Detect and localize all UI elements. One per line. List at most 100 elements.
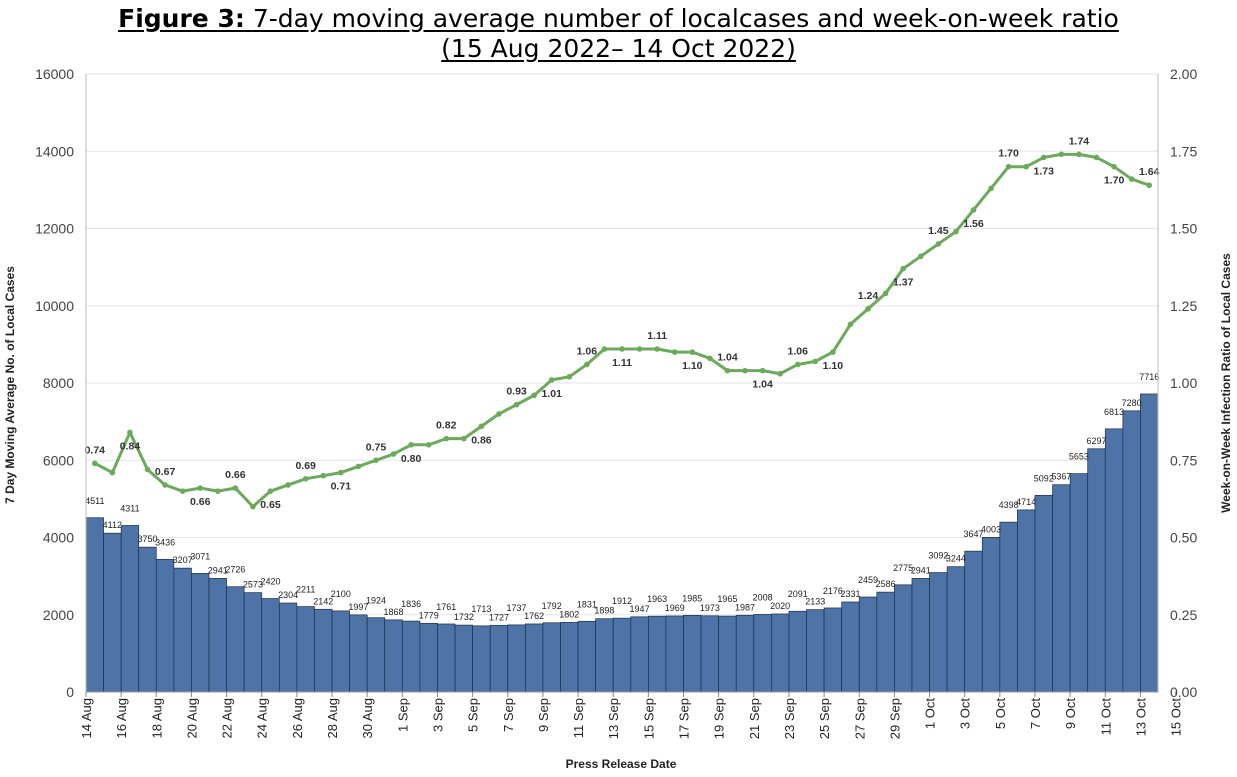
ratio-data-label: 0.93 [506,386,527,398]
x-tick-label: 15 Oct [1169,698,1184,737]
bar [454,624,473,693]
ratio-point [566,374,573,380]
bar-data-label: 3244 [946,554,966,564]
ratio-point [1128,176,1135,182]
axes: 0 2000 4000 6000 8000 10000 12000 14000 16000 0.0… [35,66,1197,739]
ratio-point [548,377,555,383]
bar-data-label: 1963 [647,594,667,604]
bar [419,622,438,693]
ratio-point [847,321,854,328]
bar-data-label: 1868 [384,607,404,617]
ratio-data-label: 1.04 [752,379,773,391]
bar-data-label: 1969 [665,603,685,613]
bar-data-label: 4398 [999,500,1019,510]
bar [103,532,122,693]
bar-data-label: 6297 [1086,436,1106,446]
bar [296,606,315,693]
ratio-data-label: 0.75 [366,441,387,453]
ratio-point [425,442,432,448]
bar [349,614,368,693]
ratio-point [215,488,221,494]
bar [806,609,825,693]
bar-data-label: 2586 [876,579,896,589]
ratio-point [970,207,977,213]
x-tick-label: 17 Sep [677,698,692,739]
x-tick-label: 19 Sep [712,698,727,739]
ratio-point [109,469,116,476]
bar [1069,473,1089,693]
y-axis-label: 7 Day Moving Average No. of Local Cases [3,266,17,504]
ratio-point [759,367,766,374]
ratio-point [179,488,186,494]
ratio-point [390,451,397,457]
chart-title: Figure 3: 7-day moving average number of… [0,4,1237,64]
ratio-point [1093,154,1100,161]
ratio-point [584,361,590,368]
bar [700,615,720,693]
ratio-data-label: 1.01 [541,388,562,400]
ratio-point [91,460,98,467]
bar [314,608,333,693]
bar [577,620,596,693]
ratio-point [988,185,994,192]
ratio-point [127,429,133,436]
ratio-point [689,349,696,355]
title-range: (15 Aug 2022– 14 Oct 2022) [441,34,796,63]
ratio-point [285,482,291,488]
ratio-point [478,423,485,430]
ratio-point [513,401,520,408]
bar [1052,484,1071,693]
ratio-data-labels: 0.74 0.84 0.67 0.66 0.66 0.65 0.69 0.71 0.75 0.80… [85,135,1160,511]
ratio-point [531,392,537,399]
ratio-data-label: 0.71 [331,481,352,493]
ratio-point [654,346,660,352]
bar-data-label: 2775 [893,563,913,573]
bar-data-label: 2941 [208,565,228,575]
bar-data-label: 3071 [190,551,210,561]
ratio-point [1146,182,1153,189]
ratio-data-label: 1.70 [1104,175,1125,187]
bar-data-label: 5092 [1034,473,1054,483]
bar [261,598,280,693]
x-tick-label: 16 Aug [114,698,129,739]
bar-data-labels: 4511411243113750343632073071294127262573… [85,372,1159,622]
ratio-point [267,488,274,494]
x-tick-label: 18 Aug [149,698,164,739]
ratio-data-label: 0.67 [155,466,176,478]
x-tick-label: 9 Oct [1063,698,1078,729]
y2-tick-label: 1.25 [1170,298,1197,314]
y-tick-label: 10000 [35,298,74,314]
bar-data-label: 2420 [261,577,281,587]
x-tick-label: 13 Sep [606,698,621,739]
bar [560,622,579,693]
ratio-point [443,435,450,442]
bar [683,614,702,693]
ratio-point [724,367,731,374]
bar [612,617,632,693]
bar-data-label: 1997 [348,602,368,612]
x-tick-label: 29 Sep [887,698,902,739]
y2-tick-label: 2.00 [1170,66,1197,82]
ratio-point [882,290,889,297]
bar [999,521,1018,693]
ratio-point [1111,163,1117,170]
bar [366,617,386,693]
bar-data-label: 2020 [770,601,790,611]
bar [929,572,948,693]
ratio-point [162,482,168,488]
ratio-point [1023,163,1029,170]
ratio-point [338,469,344,476]
bar-data-label: 2211 [296,585,315,595]
bar [630,616,649,693]
bar [226,586,245,693]
x-tick-label: 3 Sep [430,698,445,732]
bar [771,613,790,693]
x-tick-label: 9 Sep [536,698,551,732]
ratio-point [812,358,819,365]
x-tick-label: 24 Aug [255,698,270,739]
bar-data-label: 3207 [173,555,193,565]
bar-data-label: 1831 [577,599,597,609]
ratio-data-label: 1.11 [647,330,667,342]
bar-data-label: 1973 [700,603,720,613]
bar [331,610,350,693]
